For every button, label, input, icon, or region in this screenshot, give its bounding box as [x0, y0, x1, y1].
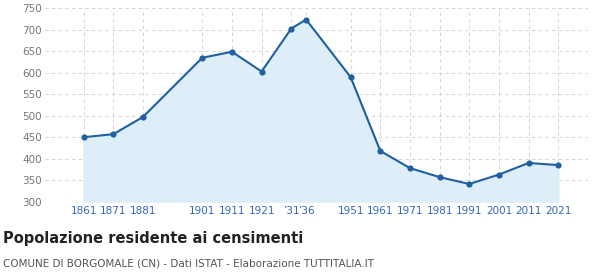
- Text: Popolazione residente ai censimenti: Popolazione residente ai censimenti: [3, 231, 303, 246]
- Point: [197, 55, 207, 60]
- Point: [435, 175, 445, 179]
- Point: [376, 149, 385, 153]
- Point: [227, 50, 237, 54]
- Point: [524, 161, 533, 165]
- Point: [494, 172, 504, 177]
- Text: COMUNE DI BORGOMALE (CN) - Dati ISTAT - Elaborazione TUTTITALIA.IT: COMUNE DI BORGOMALE (CN) - Dati ISTAT - …: [3, 259, 374, 269]
- Point: [79, 135, 88, 139]
- Point: [286, 26, 296, 31]
- Point: [554, 163, 563, 167]
- Point: [301, 17, 311, 22]
- Point: [464, 182, 474, 186]
- Point: [346, 75, 355, 79]
- Point: [109, 132, 118, 136]
- Point: [257, 69, 266, 74]
- Point: [138, 115, 148, 119]
- Point: [405, 166, 415, 170]
